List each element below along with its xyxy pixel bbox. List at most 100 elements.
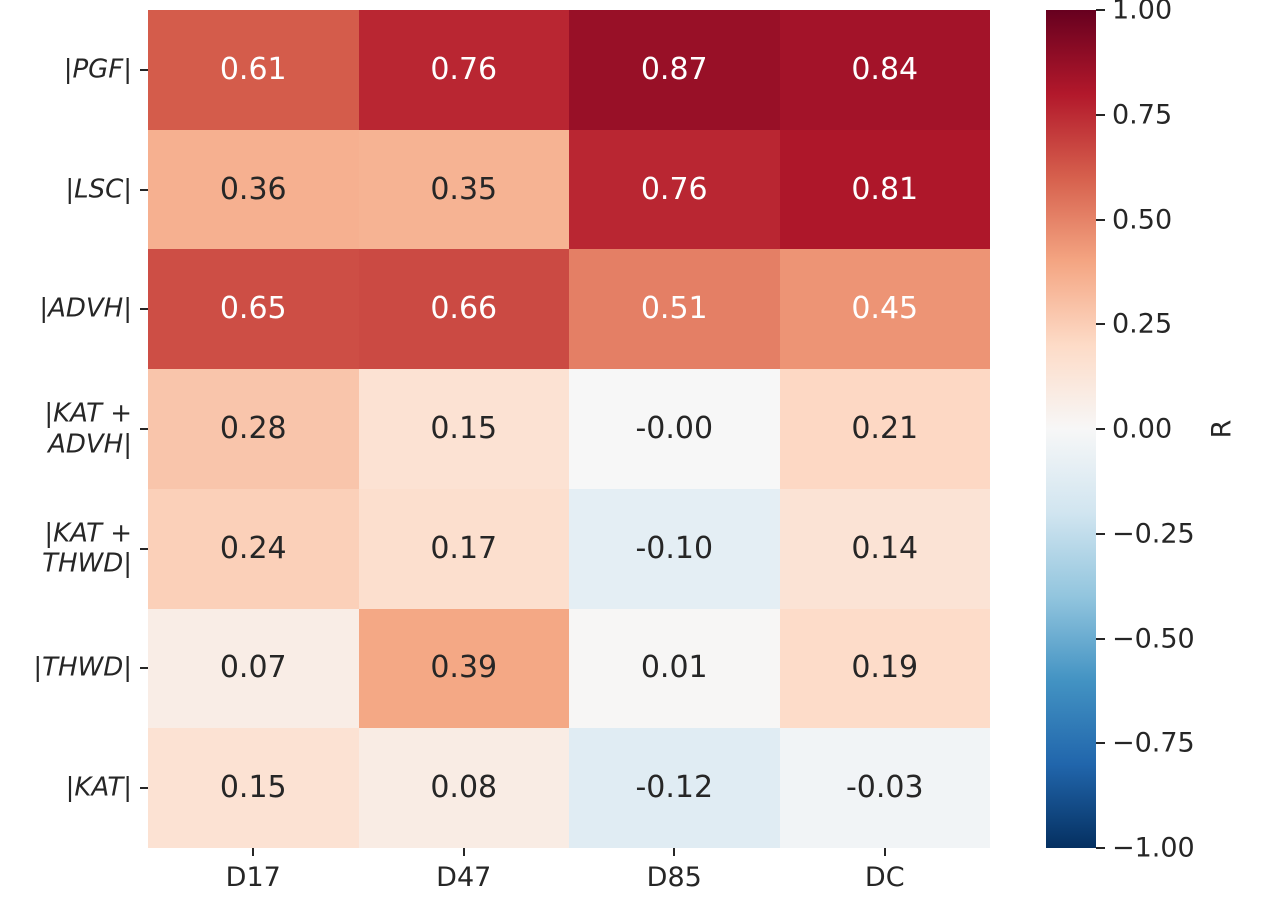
cell-annotation: 0.01 xyxy=(640,650,708,686)
cell-annotation: 0.65 xyxy=(219,291,287,327)
x-tick-mark xyxy=(673,848,676,856)
cell-annotation: 0.81 xyxy=(851,171,919,207)
heatmap-cell: 0.66 xyxy=(358,249,569,370)
cell-annotation: 0.39 xyxy=(430,650,498,686)
heatmap-cell: -0.10 xyxy=(569,488,780,609)
cell-annotation: 0.87 xyxy=(640,51,708,87)
heatmap-cell: 0.45 xyxy=(779,249,990,370)
cell-annotation: 0.07 xyxy=(219,650,287,686)
colorbar-tick-label: 0.50 xyxy=(1112,204,1173,235)
x-tick-mark xyxy=(252,848,255,856)
x-tick-label: D85 xyxy=(646,862,702,893)
y-tick-mark xyxy=(140,428,148,430)
heatmap-cell: 0.65 xyxy=(148,249,359,370)
colorbar-tick-label: 0.25 xyxy=(1112,308,1173,340)
colorbar-tick-mark xyxy=(1096,218,1105,221)
heatmap-cell: 0.21 xyxy=(779,369,990,489)
heatmap-cell: 0.08 xyxy=(358,728,569,848)
heatmap-cell: 0.15 xyxy=(148,728,359,848)
cell-annotation: 0.08 xyxy=(430,770,498,806)
colorbar-tick-label: 0.75 xyxy=(1112,99,1173,131)
heatmap-cell: 0.17 xyxy=(358,488,569,609)
y-tick-mark xyxy=(140,667,148,670)
heatmap-cell: 0.51 xyxy=(569,249,780,370)
colorbar-tick-mark xyxy=(1096,847,1105,849)
x-tick-label: DC xyxy=(864,862,905,893)
cell-annotation: 0.15 xyxy=(219,770,287,806)
heatmap-cell: 0.19 xyxy=(779,608,990,729)
heatmap-cell: 0.35 xyxy=(358,129,569,250)
heatmap-cell: -0.03 xyxy=(779,728,990,848)
colorbar-tick-mark xyxy=(1096,428,1105,430)
heatmap-cell: 0.76 xyxy=(358,10,569,130)
heatmap-cell: -0.00 xyxy=(569,369,780,489)
y-tick-mark xyxy=(140,547,148,550)
y-tick-label: |ADVH| xyxy=(39,293,132,324)
y-tick-label: |KAT + ADVH| xyxy=(44,398,132,459)
heatmap-grid: 0.61 0.76 0.87 0.84 0.36 0.35 0.76 0.81 0.65 0.66… xyxy=(148,10,990,848)
colorbar-tick-mark xyxy=(1096,323,1105,326)
cell-annotation: 0.45 xyxy=(851,291,919,327)
cell-annotation: -0.00 xyxy=(635,410,714,446)
heatmap-cell: 0.07 xyxy=(148,608,359,729)
cell-annotation: -0.12 xyxy=(635,770,714,806)
y-tick-label: |LSC| xyxy=(65,174,132,205)
cell-annotation: 0.51 xyxy=(640,291,708,327)
cell-annotation: 0.61 xyxy=(219,51,287,87)
y-tick-label: |KAT| xyxy=(65,772,132,803)
cell-annotation: 0.76 xyxy=(640,171,708,207)
heatmap-cell: 0.76 xyxy=(569,129,780,250)
cell-annotation: 0.36 xyxy=(219,171,287,207)
cell-annotation: -0.10 xyxy=(635,530,714,566)
cell-annotation: -0.03 xyxy=(845,770,924,806)
y-tick-mark xyxy=(140,188,148,191)
heatmap-cell: 0.14 xyxy=(779,488,990,609)
cell-annotation: 0.76 xyxy=(430,51,498,87)
colorbar-tick-label: 0.00 xyxy=(1112,413,1173,445)
heatmap-cell: 0.84 xyxy=(779,10,990,130)
cell-annotation: 0.14 xyxy=(851,530,919,566)
heatmap-cell: 0.61 xyxy=(148,10,359,130)
colorbar-tick-mark xyxy=(1096,113,1105,116)
y-tick-mark xyxy=(140,308,148,311)
cell-annotation: 0.19 xyxy=(851,650,919,686)
cell-annotation: 0.15 xyxy=(430,410,498,446)
colorbar-tick-mark xyxy=(1096,637,1105,640)
cell-annotation: 0.24 xyxy=(219,530,287,566)
heatmap-cell: 0.87 xyxy=(569,10,780,130)
y-tick-label: |THWD| xyxy=(33,653,132,684)
cell-annotation: 0.84 xyxy=(851,51,919,87)
colorbar-axis-label: R xyxy=(1206,419,1238,439)
heatmap-cell: -0.12 xyxy=(569,728,780,848)
cell-annotation: 0.21 xyxy=(851,410,919,446)
heatmap-cell: 0.81 xyxy=(779,129,990,250)
cell-annotation: 0.28 xyxy=(219,410,287,446)
colorbar-tick-label: −0.25 xyxy=(1112,518,1195,550)
cell-annotation: 0.66 xyxy=(430,291,498,327)
colorbar-gradient xyxy=(1046,10,1096,848)
y-tick-label: |KAT + THWD| xyxy=(42,518,132,579)
cell-annotation: 0.17 xyxy=(430,530,498,566)
y-tick-label: |PGF| xyxy=(63,54,132,85)
colorbar-tick-label: −0.75 xyxy=(1112,727,1195,759)
colorbar-tick-mark xyxy=(1096,742,1105,745)
colorbar-tick-mark xyxy=(1096,532,1105,535)
cell-annotation: 0.35 xyxy=(430,171,498,207)
x-tick-label: D47 xyxy=(436,862,492,893)
x-tick-mark xyxy=(462,848,465,856)
colorbar-tick-mark xyxy=(1096,9,1105,11)
heatmap-cell: 0.24 xyxy=(148,488,359,609)
heatmap-cell: 0.01 xyxy=(569,608,780,729)
x-tick-mark xyxy=(883,848,886,856)
heatmap-cell: 0.39 xyxy=(358,608,569,729)
x-tick-label: D17 xyxy=(225,862,281,893)
heatmap-cell: 0.15 xyxy=(358,369,569,489)
colorbar-tick-label: −0.50 xyxy=(1112,623,1195,654)
y-tick-mark xyxy=(140,68,148,71)
heatmap-cell: 0.36 xyxy=(148,129,359,250)
y-tick-mark xyxy=(140,787,148,790)
heatmap-cell: 0.28 xyxy=(148,369,359,489)
colorbar-tick-label: 1.00 xyxy=(1112,0,1173,26)
colorbar-tick-label: −1.00 xyxy=(1112,832,1195,864)
